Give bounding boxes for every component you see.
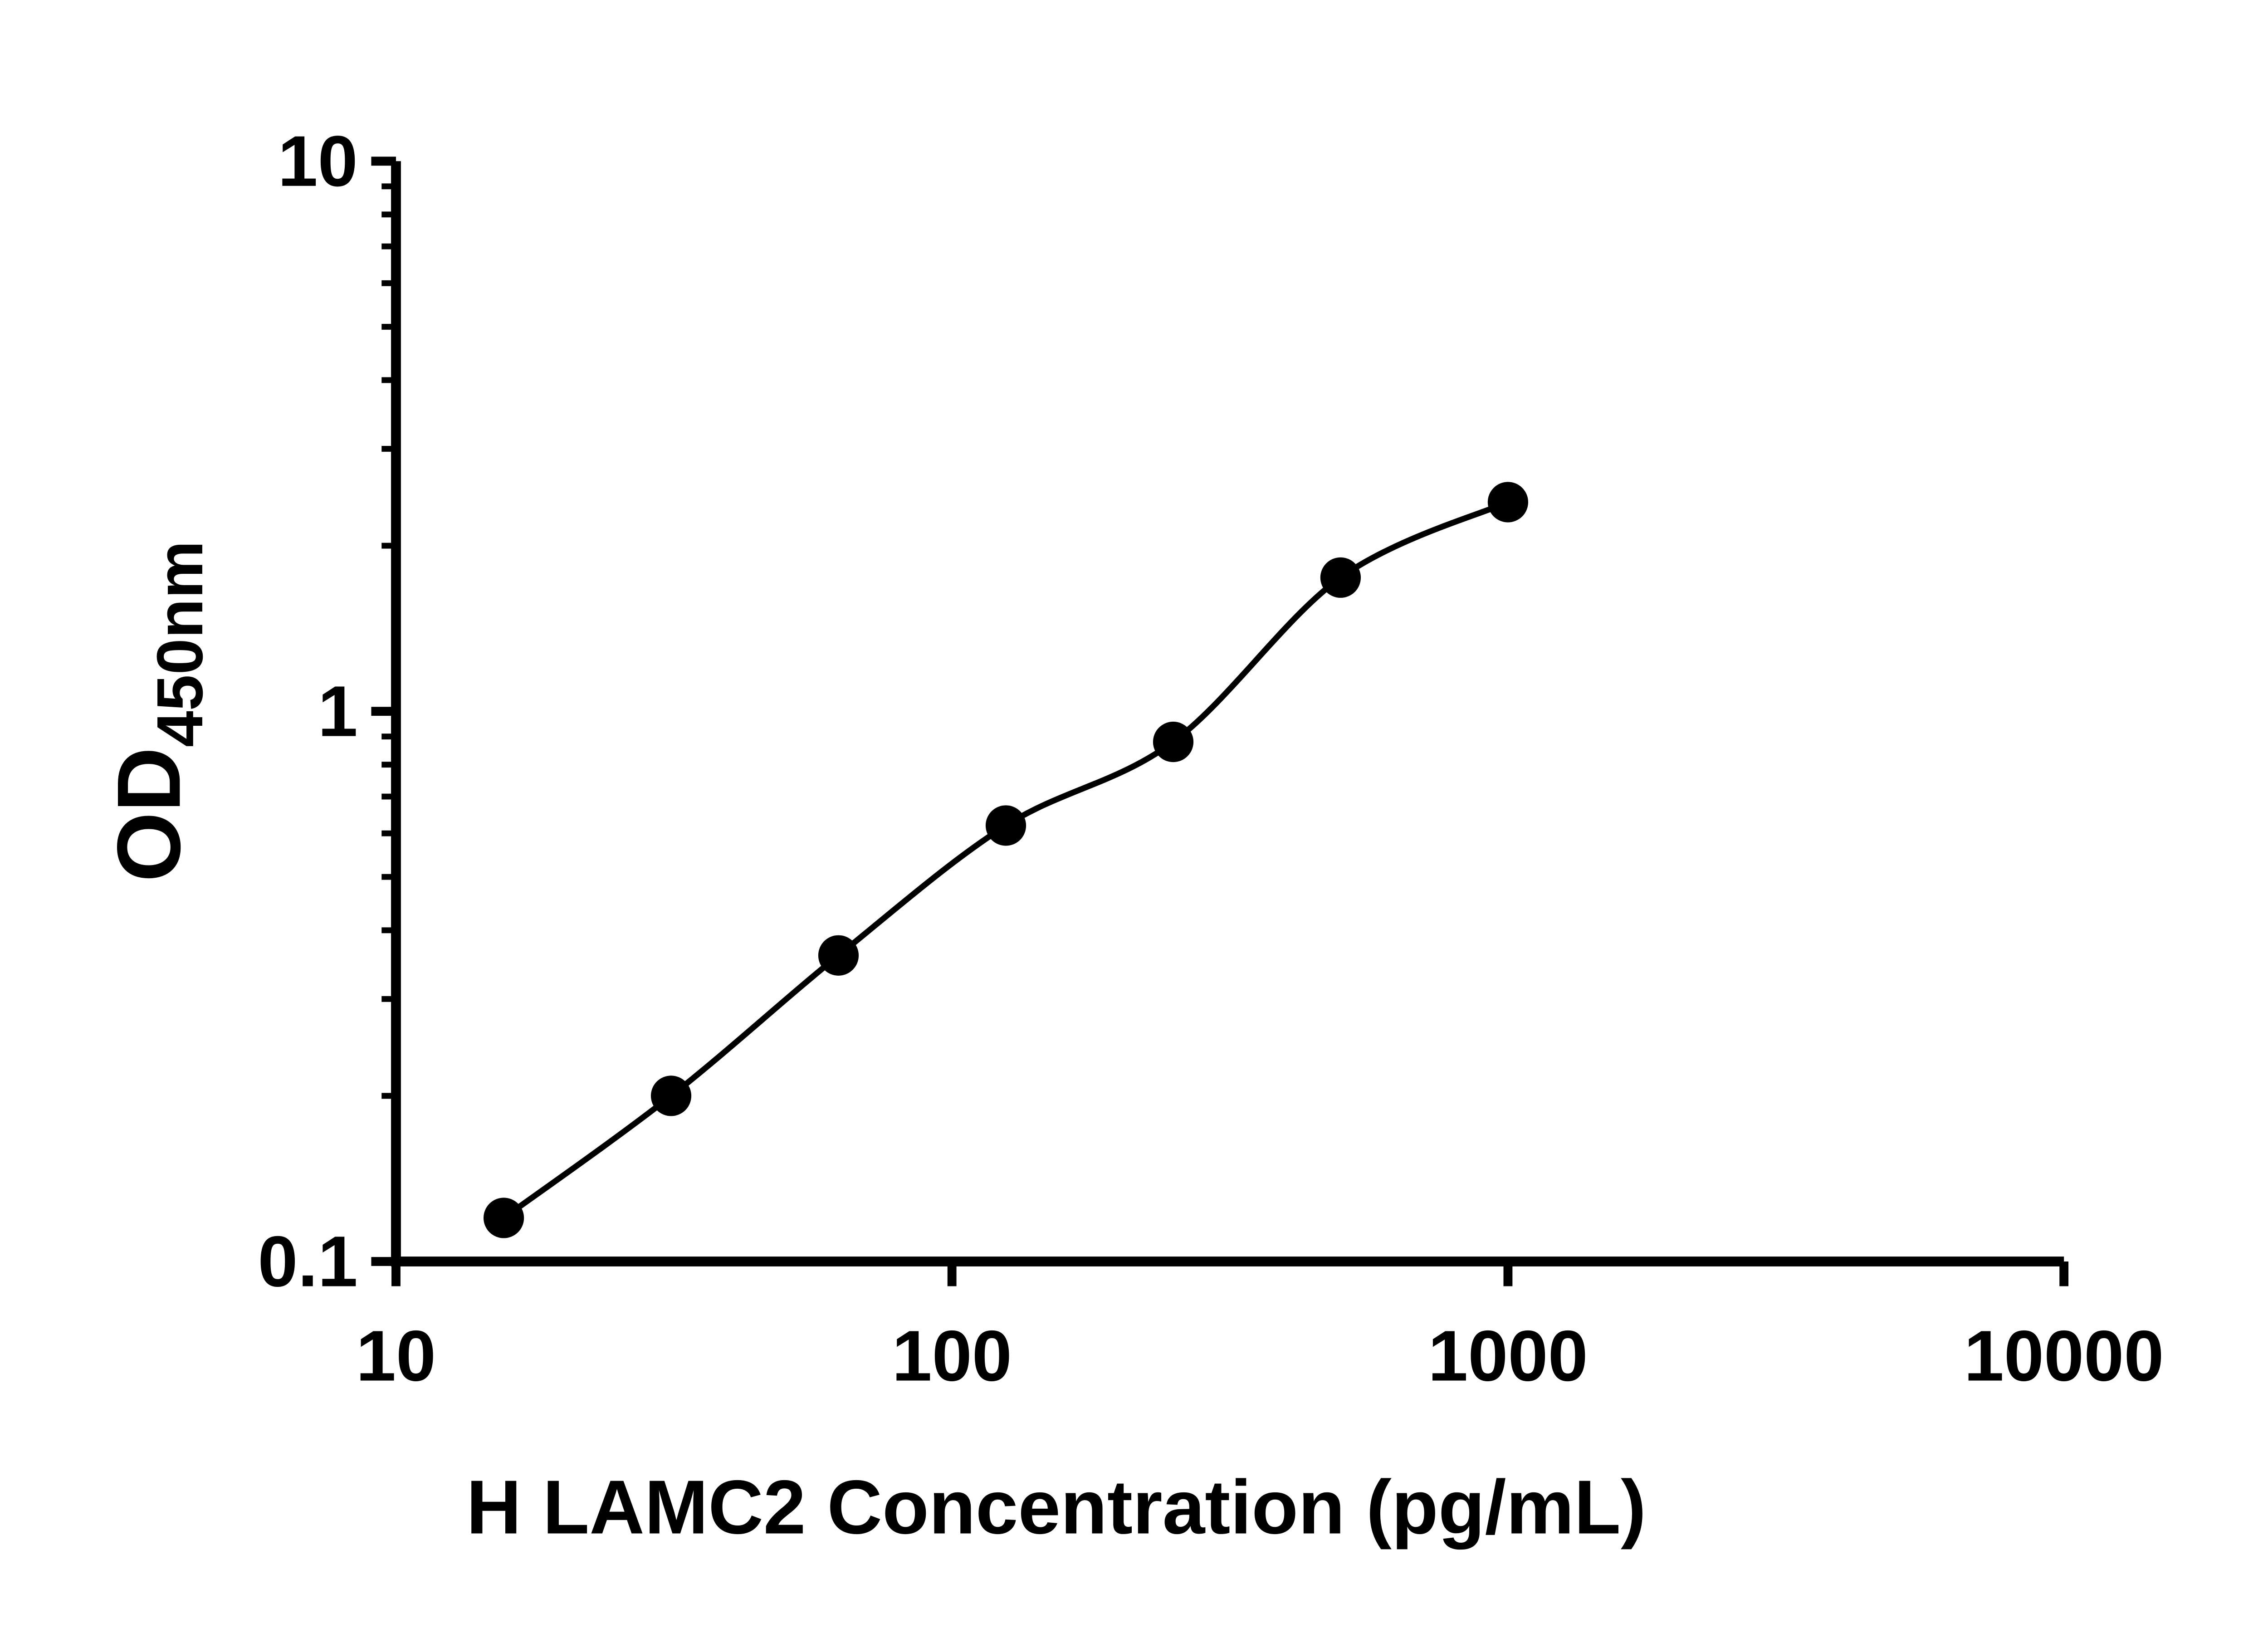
x-tick-label: 100	[892, 1315, 1012, 1396]
data-point	[650, 1076, 692, 1116]
y-axis-title-subscript: 450nm	[144, 541, 216, 747]
data-point	[1153, 721, 1194, 763]
y-axis-title: OD450nm	[98, 541, 216, 882]
series-layer	[483, 482, 1529, 1238]
data-point	[1320, 557, 1361, 598]
y-tick-label: 1	[318, 671, 358, 752]
x-tick-label: 10000	[1964, 1315, 2164, 1396]
y-tick-label: 10	[278, 121, 357, 201]
y-axis-title-main: OD	[98, 747, 199, 882]
x-tick-label: 1000	[1428, 1315, 1588, 1396]
data-point	[818, 935, 859, 976]
data-point	[483, 1198, 524, 1238]
data-point	[985, 805, 1026, 846]
y-tick-label: 0.1	[258, 1221, 357, 1301]
axes-layer: 10 100 1000 10000 0.1 1 10	[258, 121, 2164, 1396]
fit-curve	[501, 499, 1511, 1221]
x-tick-label: 10	[356, 1315, 436, 1396]
data-point	[1487, 482, 1529, 523]
x-axis-title: H LAMC2 Concentration (pg/mL)	[466, 1464, 1646, 1550]
axis-frame	[391, 161, 2064, 1266]
